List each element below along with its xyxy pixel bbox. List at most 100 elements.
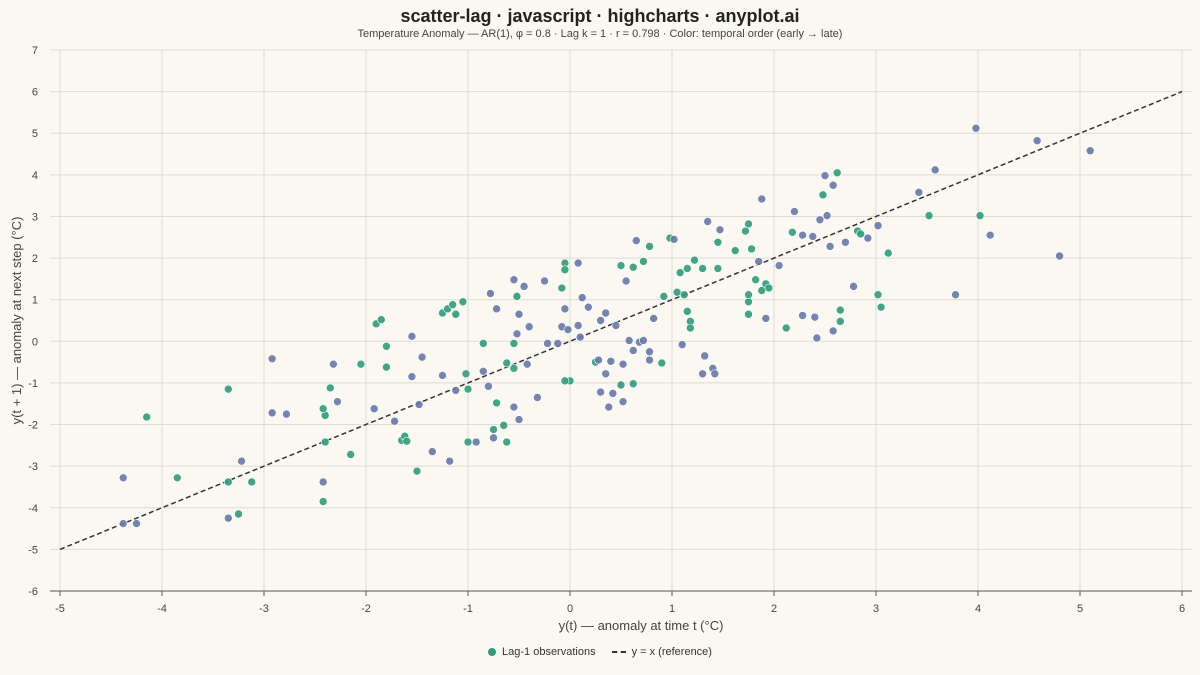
data-point[interactable] [812, 333, 822, 343]
data-point[interactable] [825, 242, 835, 251]
data-point[interactable] [639, 257, 648, 266]
data-point[interactable] [514, 309, 524, 319]
data-point[interactable] [427, 447, 437, 456]
data-point[interactable] [679, 290, 689, 299]
data-point[interactable] [611, 321, 621, 330]
data-point[interactable] [463, 384, 473, 394]
data-point[interactable] [835, 317, 845, 326]
data-point[interactable] [267, 408, 277, 418]
data-point[interactable] [356, 359, 366, 369]
data-point[interactable] [524, 322, 534, 332]
data-point[interactable] [764, 283, 774, 293]
data-point[interactable] [224, 477, 233, 487]
data-point[interactable] [563, 325, 573, 334]
data-point[interactable] [461, 369, 471, 379]
data-point[interactable] [808, 232, 818, 241]
data-point[interactable] [616, 380, 626, 390]
data-point[interactable] [841, 237, 850, 247]
data-point[interactable] [514, 415, 524, 424]
data-point[interactable] [407, 332, 417, 341]
legend-item-observations[interactable]: Lag-1 observations [488, 646, 596, 658]
data-point[interactable] [604, 402, 614, 412]
data-point[interactable] [730, 246, 740, 255]
data-point[interactable] [407, 372, 417, 381]
data-point[interactable] [863, 233, 873, 243]
data-point[interactable] [618, 359, 628, 369]
data-point[interactable] [320, 437, 330, 447]
data-point[interactable] [502, 358, 512, 368]
data-point[interactable] [744, 290, 753, 299]
data-point[interactable] [533, 393, 542, 402]
data-point[interactable] [790, 207, 799, 216]
data-point[interactable] [414, 400, 424, 409]
data-point[interactable] [577, 293, 587, 302]
data-point[interactable] [509, 364, 519, 373]
data-point[interactable] [417, 352, 427, 362]
data-point[interactable] [478, 366, 488, 376]
data-point[interactable] [1032, 136, 1042, 146]
data-point[interactable] [463, 437, 473, 447]
data-point[interactable] [445, 456, 454, 466]
data-point[interactable] [835, 305, 845, 315]
data-point[interactable] [509, 275, 519, 285]
data-point[interactable] [645, 355, 654, 365]
data-point[interactable] [713, 264, 723, 273]
data-point[interactable] [747, 244, 756, 254]
data-point[interactable] [744, 219, 753, 229]
data-point[interactable] [560, 265, 570, 275]
data-point[interactable] [247, 477, 257, 487]
data-point[interactable] [930, 165, 940, 175]
data-point[interactable] [519, 282, 529, 291]
data-point[interactable] [118, 519, 128, 528]
data-point[interactable] [618, 397, 628, 406]
data-point[interactable] [631, 236, 641, 245]
data-point[interactable] [509, 402, 519, 412]
data-point[interactable] [659, 292, 669, 301]
data-point[interactable] [509, 339, 519, 348]
data-point[interactable] [616, 261, 626, 270]
data-point[interactable] [757, 194, 767, 204]
data-point[interactable] [557, 283, 567, 293]
data-point[interactable] [512, 329, 522, 339]
data-point[interactable] [628, 346, 638, 355]
data-point[interactable] [390, 416, 399, 426]
data-point[interactable] [412, 466, 422, 476]
data-point[interactable] [754, 257, 764, 266]
data-point[interactable] [828, 180, 838, 190]
data-point[interactable] [318, 477, 328, 487]
data-point[interactable] [376, 315, 386, 324]
data-point[interactable] [822, 211, 832, 220]
data-point[interactable] [573, 258, 583, 268]
data-point[interactable] [1085, 146, 1095, 156]
data-point[interactable] [142, 412, 151, 422]
data-point[interactable] [873, 221, 883, 230]
data-point[interactable] [382, 362, 391, 372]
data-point[interactable] [369, 404, 379, 414]
data-point[interactable] [682, 264, 692, 273]
data-point[interactable] [690, 255, 699, 265]
data-point[interactable] [608, 389, 618, 398]
data-point[interactable] [741, 226, 750, 236]
data-point[interactable] [560, 304, 570, 314]
data-point[interactable] [686, 323, 695, 333]
data-point[interactable] [876, 302, 886, 312]
data-point[interactable] [985, 230, 995, 240]
data-point[interactable] [594, 355, 603, 365]
data-point[interactable] [873, 290, 883, 299]
data-point[interactable] [402, 436, 412, 446]
data-point[interactable] [703, 217, 713, 226]
data-point[interactable] [788, 227, 797, 237]
data-point[interactable] [798, 230, 807, 240]
data-point[interactable] [540, 276, 549, 286]
data-point[interactable] [318, 497, 328, 506]
data-point[interactable] [560, 376, 570, 386]
data-point[interactable] [628, 379, 638, 389]
data-point[interactable] [325, 383, 335, 393]
data-point[interactable] [924, 211, 934, 220]
data-point[interactable] [883, 248, 893, 258]
data-point[interactable] [818, 190, 828, 200]
data-point[interactable] [649, 314, 658, 323]
data-point[interactable] [522, 359, 532, 369]
data-point[interactable] [975, 211, 985, 220]
data-point[interactable] [700, 351, 709, 361]
